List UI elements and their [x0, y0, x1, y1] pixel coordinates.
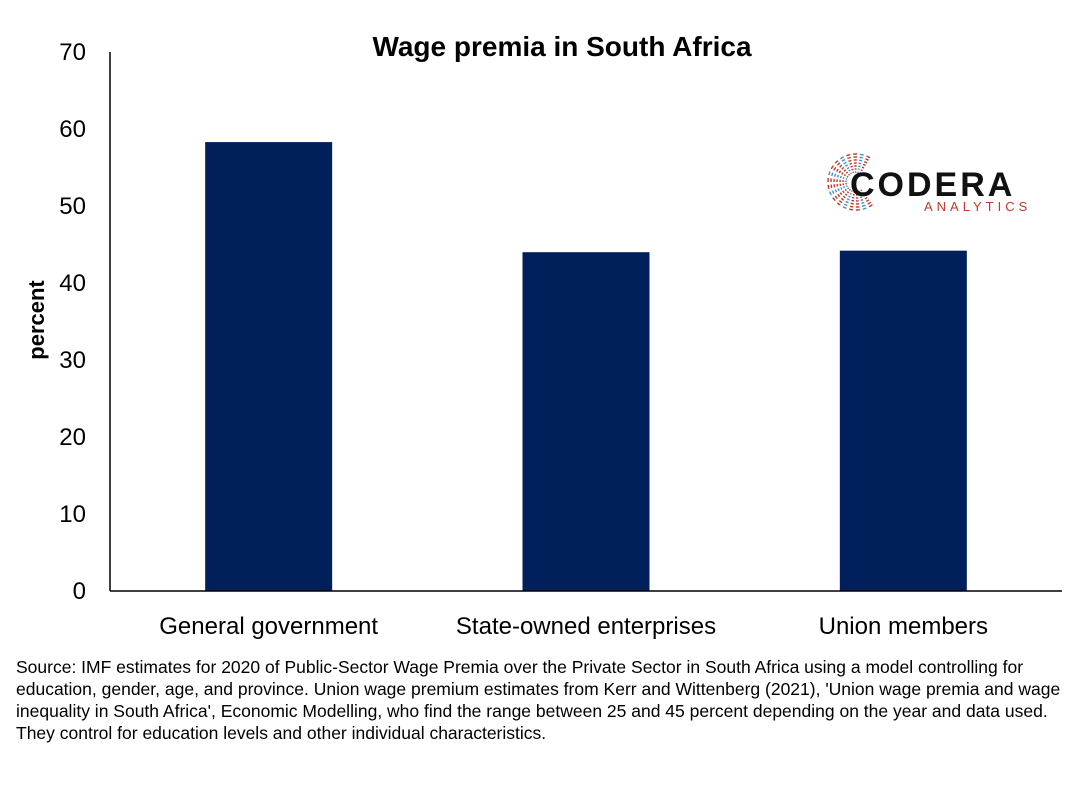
- chart-title: Wage premia in South Africa: [372, 31, 752, 62]
- bar: [839, 250, 967, 591]
- logo-wordmark: CODERA: [850, 166, 1015, 204]
- x-category-label: General government: [159, 613, 378, 640]
- y-axis-ticks: 0 10 20 30 40 50 60 70: [59, 39, 86, 605]
- y-axis-label: percent: [24, 280, 49, 360]
- codera-analytics-logo: CODERA ANALYTICS: [827, 153, 1031, 214]
- bar-chart: Wage premia in South Africa 0 10 20 30 40 50 6…: [24, 31, 1062, 640]
- category-labels: General government State-owned enterprise…: [159, 613, 988, 640]
- x-category-label: Union members: [819, 613, 988, 640]
- x-category-label: State-owned enterprises: [456, 613, 716, 640]
- y-tick-label: 0: [73, 578, 86, 605]
- bar: [205, 142, 333, 591]
- y-tick-label: 20: [59, 424, 86, 451]
- bar: [522, 252, 650, 591]
- logo-mark-icon: [827, 153, 873, 211]
- source-note: Source: IMF estimates for 2020 of Public…: [16, 657, 1061, 743]
- y-tick-label: 40: [59, 270, 86, 297]
- logo-tagline: ANALYTICS: [924, 199, 1031, 214]
- y-tick-label: 50: [59, 193, 86, 220]
- bars: [205, 142, 967, 591]
- y-tick-label: 60: [59, 116, 86, 143]
- y-tick-label: 70: [59, 39, 86, 66]
- y-tick-label: 10: [59, 501, 86, 528]
- y-tick-label: 30: [59, 347, 86, 374]
